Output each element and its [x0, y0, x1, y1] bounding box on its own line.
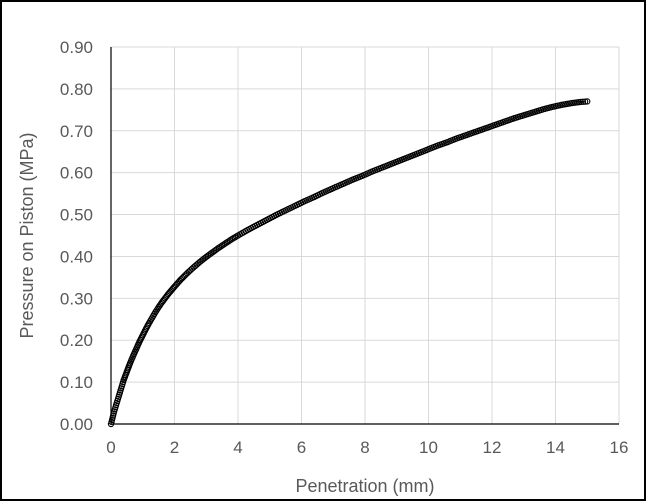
- tick-labels: 0 2 4 6 8 10 12 14 16 0.00 0.10 0.20 0.30 0.40 0.50 0.6…: [60, 38, 629, 457]
- y-tick-label: 0.90: [60, 38, 93, 57]
- x-tick-label: 10: [419, 438, 438, 457]
- x-tick-label: 2: [170, 438, 179, 457]
- y-tick-label: 0.20: [60, 331, 93, 350]
- data-point: [584, 98, 591, 105]
- data-point: [577, 98, 585, 106]
- x-tick-label: 0: [106, 438, 115, 457]
- x-axis-title: Penetration (mm): [295, 476, 434, 496]
- y-axis-title: Pressure on Piston (MPa): [17, 132, 37, 338]
- y-tick-label: 0.50: [60, 206, 93, 225]
- y-tick-label: 0.70: [60, 122, 93, 141]
- y-tick-label: 0.80: [60, 80, 93, 99]
- data-point: [579, 98, 587, 105]
- y-tick-label: 0.00: [60, 415, 93, 434]
- x-tick-label: 16: [610, 438, 629, 457]
- x-tick-label: 6: [297, 438, 306, 457]
- y-tick-label: 0.60: [60, 164, 93, 183]
- x-tick-label: 4: [233, 438, 242, 457]
- y-tick-label: 0.40: [60, 247, 93, 266]
- x-tick-label: 14: [546, 438, 565, 457]
- x-tick-label: 12: [483, 438, 502, 457]
- x-tick-label: 8: [360, 438, 369, 457]
- data-point: [581, 98, 589, 105]
- y-tick-label: 0.10: [60, 373, 93, 392]
- grid: [111, 46, 620, 424]
- y-tick-label: 0.30: [60, 289, 93, 308]
- data-points: [107, 98, 591, 428]
- axes: [110, 47, 619, 425]
